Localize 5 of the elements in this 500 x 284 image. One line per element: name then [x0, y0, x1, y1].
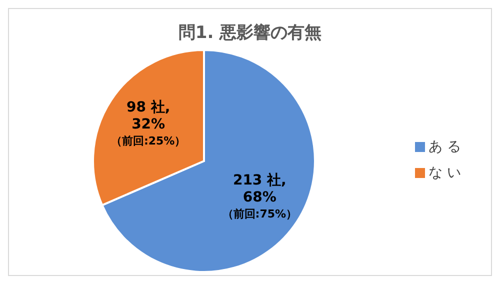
legend-label: あ る — [428, 139, 461, 155]
data-label: 213 社, 68% （前回:75%） — [222, 172, 298, 221]
legend-label: な い — [428, 165, 461, 181]
chart-title: 問1. 悪影響の有無 — [177, 22, 323, 45]
data-label: 98 社, 32% （前回:25%） — [110, 99, 186, 148]
